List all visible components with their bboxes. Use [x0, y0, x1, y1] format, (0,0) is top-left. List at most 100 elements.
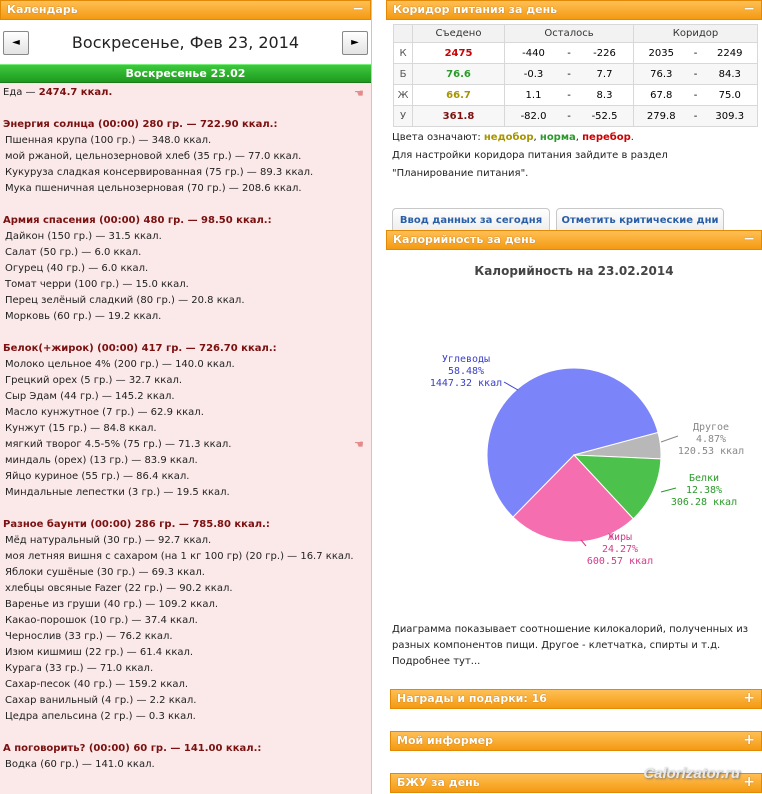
collapse-icon[interactable]: −: [743, 231, 755, 247]
pie-label-kcal: 120.53 ккал: [678, 446, 744, 457]
chart-description-text: Диаграмма показывает соотношение килокал…: [392, 624, 749, 651]
legend-over: перебор: [582, 132, 631, 143]
meal-title: Разное баунти (00:00) 286 гр. — 785.80 к…: [3, 519, 270, 530]
watermark-logo: Calorizator.ru: [643, 765, 740, 782]
food-item: Сахар ванильный (4 гр.) — 2.2 ккал.: [5, 695, 197, 706]
calendar-header[interactable]: Календарь −: [0, 0, 371, 20]
meal-title: Энергия солнца (00:00) 280 гр. — 722.90 …: [3, 119, 278, 130]
corridor-table: Съедено Осталось Коридор К 2475 -440- -226 2…: [393, 24, 758, 127]
food-item: Кунжут (15 гр.) — 84.8 ккал.: [5, 423, 157, 434]
range-dash: -: [688, 42, 703, 64]
remain-max: -52.5: [576, 105, 634, 127]
expand-icon[interactable]: +: [743, 732, 755, 748]
collapse-icon[interactable]: −: [743, 1, 755, 17]
more-link[interactable]: Подробнее тут...: [392, 656, 481, 667]
corridor-hint-link[interactable]: "Планирование питания".: [392, 168, 529, 179]
bju-header[interactable]: БЖУ за день +: [390, 773, 762, 793]
pie-slice: [486, 367, 659, 518]
page-title: Воскресенье, Фев 23, 2014: [71, 33, 300, 52]
corridor-header[interactable]: Коридор питания за день −: [386, 0, 762, 20]
food-item: Сахар-песок (40 гр.) — 159.2 ккал.: [5, 679, 189, 690]
corridor-max: 309.3: [702, 105, 758, 127]
remain-min: -0.3: [504, 63, 562, 85]
pie-label-percent: 12.38%: [686, 485, 722, 496]
range-dash: -: [562, 42, 576, 64]
food-item: Сыр Эдам (44 гр.) — 145.2 ккал.: [5, 391, 175, 402]
informer-header-title: Мой информер: [397, 734, 494, 747]
eaten-value: 361.8: [412, 105, 505, 127]
meal-title: Белок(+жирок) (00:00) 417 гр. — 726.70 к…: [3, 343, 277, 354]
food-item: Кукуруза сладкая консервированная (75 гр…: [5, 167, 314, 178]
date-navigation: ◄ Воскресенье, Фев 23, 2014 ►: [0, 20, 371, 64]
range-dash: -: [688, 105, 703, 127]
table-row: Б 76.6 -0.3-7.7 76.3-84.3: [393, 63, 758, 85]
calendar-header-title: Календарь: [7, 3, 78, 16]
prev-day-button[interactable]: ◄: [3, 31, 29, 55]
corridor-min: 279.8: [633, 105, 689, 127]
input-today-button[interactable]: Ввод данных за сегодня: [392, 208, 550, 234]
corridor-max: 84.3: [702, 63, 758, 85]
calories-header[interactable]: Калорийность за день −: [386, 230, 762, 250]
meal-title: А поговорить? (00:00) 60 гр. — 141.00 кк…: [3, 743, 262, 754]
food-item: моя летняя вишня с сахаром (на 1 кг 100 …: [5, 551, 354, 562]
food-item: Какао-порошок (10 гр.) — 37.4 ккал.: [5, 615, 198, 626]
collapse-icon[interactable]: −: [352, 1, 364, 17]
bju-header-title: БЖУ за день: [397, 776, 480, 789]
pie-label-leader: [660, 487, 677, 493]
food-item: Цедра апельсина (2 гр.) — 0.3 ккал.: [5, 711, 196, 722]
food-item: Пшенная крупа (100 гр.) — 348.0 ккал.: [5, 135, 212, 146]
pie-label-name: Углеводы: [442, 354, 490, 365]
pie-label-percent: 4.87%: [696, 434, 726, 445]
food-item: Водка (60 гр.) — 141.0 ккал.: [5, 759, 155, 770]
food-item: Морковь (60 гр.) — 19.2 ккал.: [5, 311, 162, 322]
food-item: Изюм кишмиш (22 гр.) — 61.4 ккал.: [5, 647, 194, 658]
hand-pointer-icon[interactable]: ☚: [354, 87, 364, 100]
food-item: Чернослив (33 гр.) — 76.2 ккал.: [5, 631, 173, 642]
row-key: У: [393, 105, 413, 127]
calendar-panel: Календарь − ◄ Воскресенье, Фев 23, 2014 …: [0, 0, 372, 794]
pie-label-name: Жиры: [608, 532, 632, 543]
column-header: Съедено: [412, 24, 505, 43]
pie-label-percent: 24.27%: [602, 544, 638, 555]
table-row: Ж 66.7 1.1-8.3 67.8-75.0: [393, 84, 758, 106]
range-dash: -: [562, 105, 576, 127]
food-item: мой ржаной, цельнозерновой хлеб (35 гр.)…: [5, 151, 302, 162]
hand-pointer-icon[interactable]: ☚: [354, 438, 364, 451]
remain-max: 8.3: [576, 84, 634, 106]
corridor-min: 2035: [633, 42, 689, 64]
awards-header[interactable]: Награды и подарки: 16 +: [390, 689, 762, 709]
food-item: Яблоки сушёные (30 гр.) — 69.3 ккал.: [5, 567, 205, 578]
table-row: У 361.8 -82.0- -52.5 279.8-309.3: [393, 105, 758, 127]
corridor-min: 76.3: [633, 63, 689, 85]
pie-label-leader: [580, 539, 587, 547]
pie-slice: [572, 454, 662, 520]
eaten-value: 2475: [412, 42, 505, 64]
next-day-button[interactable]: ►: [342, 31, 368, 55]
pie-label-kcal: 306.28 ккал: [671, 497, 737, 508]
food-item: Перец зелёный сладкий (80 гр.) — 20.8 кк…: [5, 295, 245, 306]
corridor-hint: Для настройки коридора питания зайдите в…: [392, 150, 668, 161]
food-item: Томат черри (100 гр.) — 15.0 ккал.: [5, 279, 189, 290]
food-item: Мука пшеничная цельнозерновая (70 гр.) —…: [5, 183, 302, 194]
informer-header[interactable]: Мой информер +: [390, 731, 762, 751]
column-header: Коридор: [633, 24, 758, 43]
food-total: Еда — 2474.7 ккал.: [3, 87, 113, 98]
expand-icon[interactable]: +: [743, 690, 755, 706]
food-item: Курага (33 гр.) — 71.0 ккал.: [5, 663, 154, 674]
eaten-value: 66.7: [412, 84, 505, 106]
legend-prefix: Цвета означают:: [392, 132, 481, 143]
food-item: Миндальные лепестки (3 гр.) — 19.5 ккал.: [5, 487, 230, 498]
chart-description: Диаграмма показывает соотношение килокал…: [392, 622, 752, 670]
legend-norm: норма: [539, 132, 576, 143]
food-item: Грецкий орех (5 гр.) — 32.7 ккал.: [5, 375, 183, 386]
food-item: Варенье из груши (40 гр.) — 109.2 ккал.: [5, 599, 219, 610]
remain-max: -226: [576, 42, 634, 64]
right-panel: Коридор питания за день − Съедено Остало…: [386, 0, 762, 794]
expand-icon[interactable]: +: [743, 774, 755, 790]
day-bar: Воскресенье 23.02: [0, 64, 371, 83]
food-item: Дайкон (150 гр.) — 31.5 ккал.: [5, 231, 162, 242]
awards-header-title: Награды и подарки: 16: [397, 692, 547, 705]
legend-under: недобор: [483, 132, 534, 143]
table-row: К 2475 -440- -226 2035-2249: [393, 42, 758, 64]
